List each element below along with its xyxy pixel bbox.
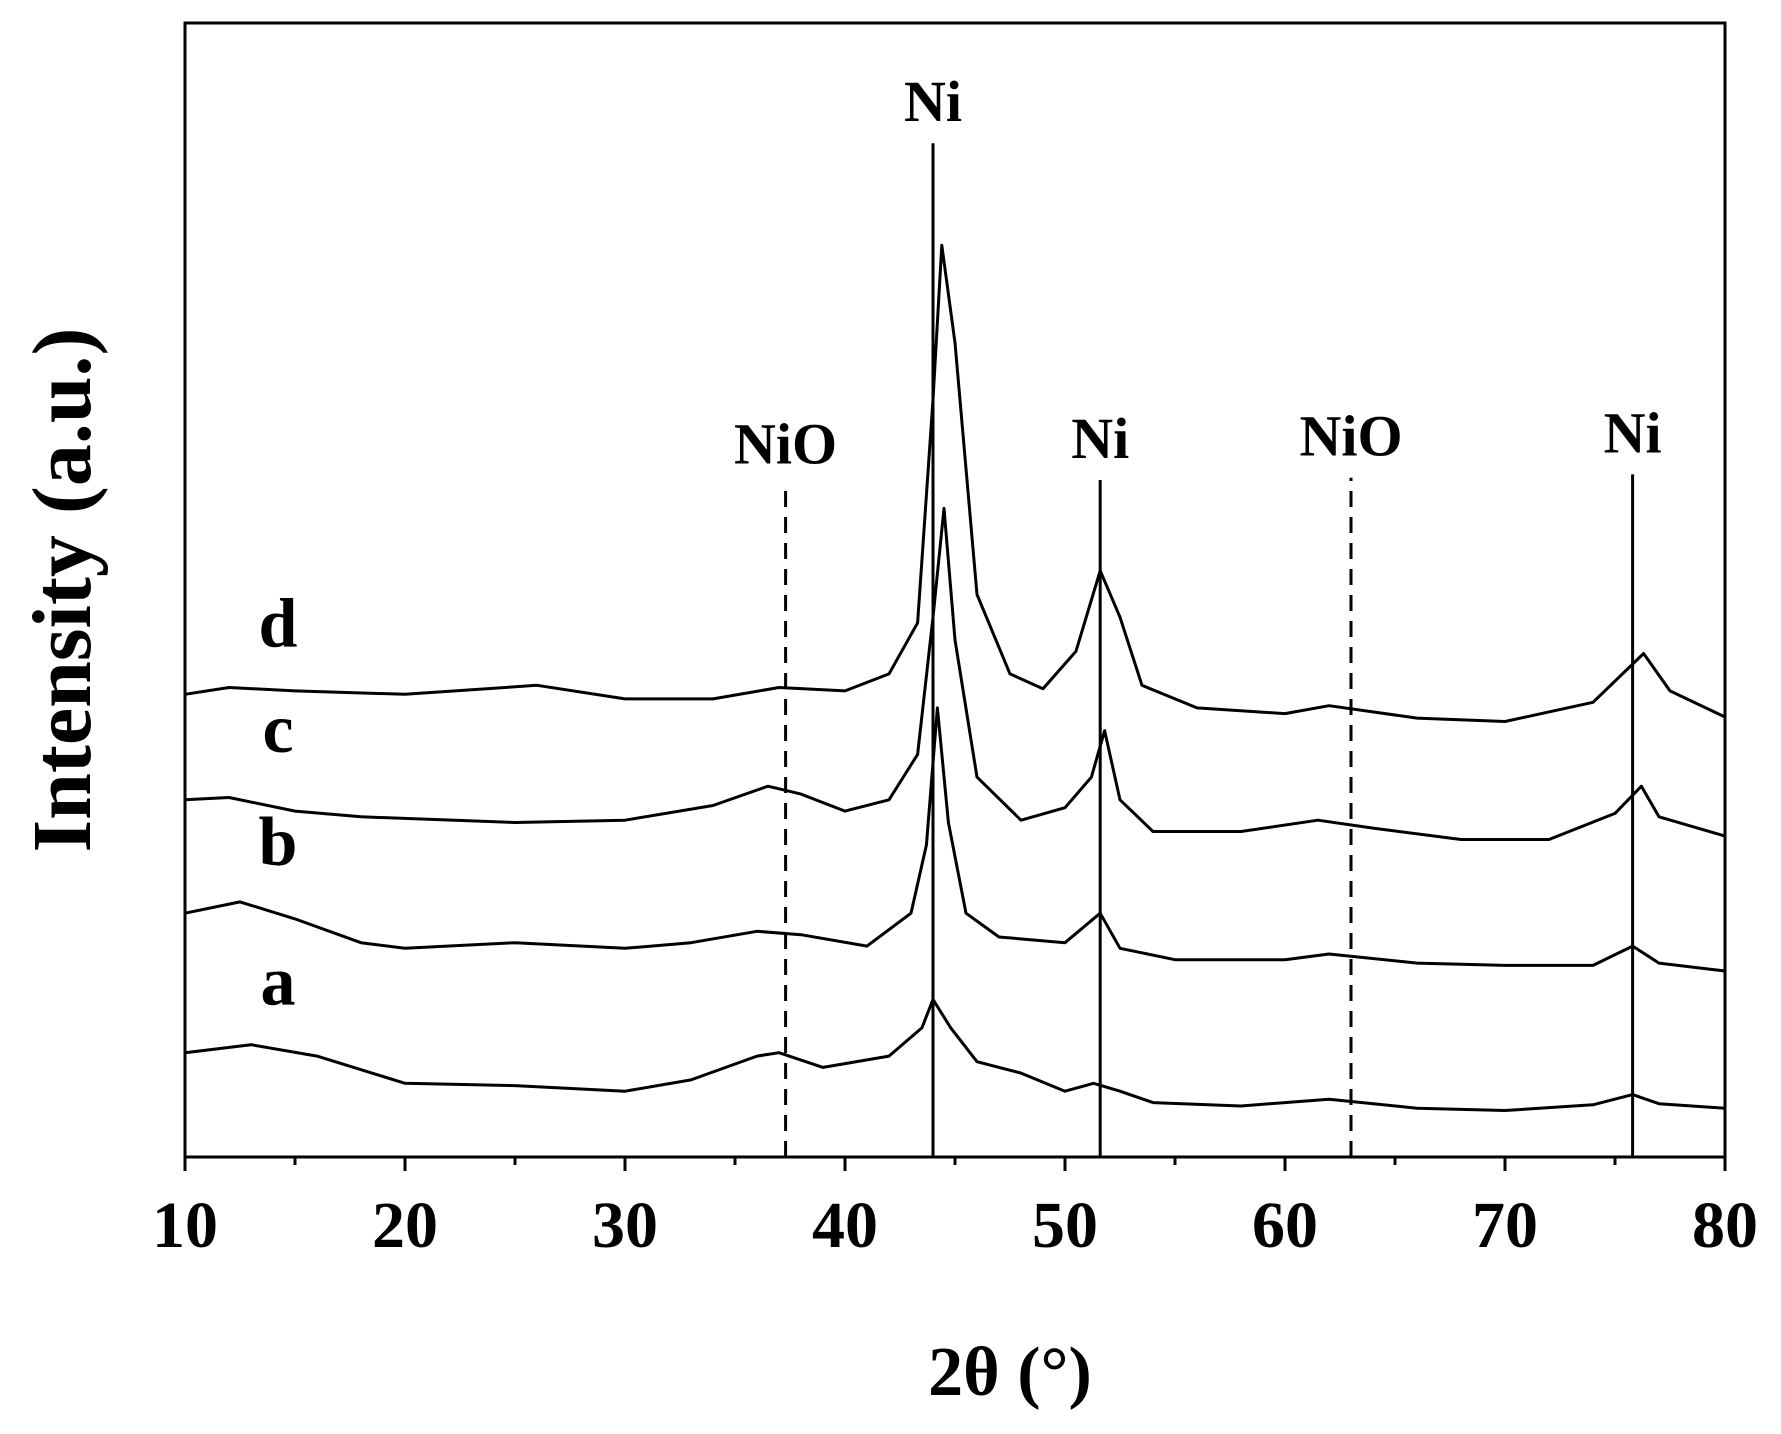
reference-label: NiO [1299,404,1402,469]
series-label: b [259,804,298,881]
x-axis-label: 2θ (°) [928,1334,1092,1411]
reference-label: Ni [1071,406,1129,471]
series-line [184,997,1726,1112]
x-tick-label: 30 [592,1189,658,1262]
reference-label: NiO [734,412,837,477]
x-tick-label: 20 [372,1189,438,1262]
series-line [184,243,1726,723]
x-tick-label: 60 [1252,1189,1318,1262]
series-label: d [259,585,298,662]
y-axis-label: Intensity (a.u.) [16,327,109,852]
series-line [184,706,1726,973]
x-tick-label: 50 [1032,1189,1098,1262]
x-tick-label: 70 [1472,1189,1538,1262]
series-label: c [262,691,293,768]
x-tick-label: 40 [812,1189,878,1262]
series-label: a [261,944,296,1021]
plot-frame [183,21,1727,1159]
reference-label: Ni [904,69,962,134]
x-tick-label: 10 [152,1189,218,1262]
x-tick-label: 80 [1692,1189,1758,1262]
reference-label: Ni [1604,400,1662,465]
series-line [184,506,1726,841]
